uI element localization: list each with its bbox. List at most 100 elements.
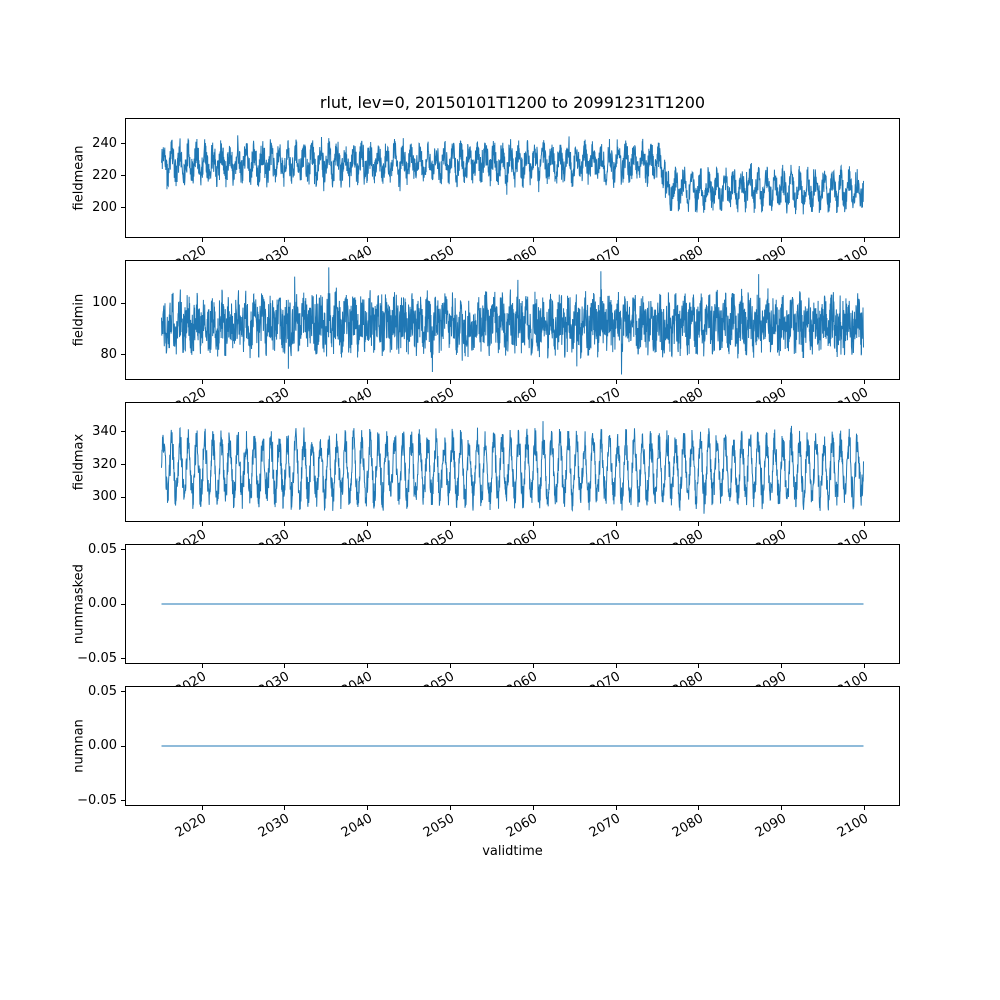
subplot-nummasked: nummasked −0.05 0.00 0.05 2020 2030 2040 2050 2… bbox=[72, 542, 900, 699]
x-tick-mark bbox=[367, 664, 369, 668]
x-tick-mark bbox=[201, 664, 203, 668]
x-tick-mark bbox=[781, 664, 783, 668]
x-tick-mark bbox=[284, 238, 286, 242]
plot-area bbox=[125, 686, 900, 806]
subplot-fieldmean: fieldmean 200 220 240 2020 2030 2040 2050 2060 2… bbox=[72, 118, 900, 273]
x-tick-mark bbox=[449, 664, 451, 668]
x-tick-label: 2070 bbox=[586, 811, 623, 841]
x-tick-label: 2020 bbox=[172, 811, 209, 841]
x-tick-mark bbox=[863, 664, 865, 668]
x-tick-mark bbox=[532, 380, 534, 384]
y-tick-label: 320 bbox=[92, 456, 117, 472]
x-tick-mark bbox=[284, 806, 286, 810]
x-tick-mark bbox=[698, 522, 700, 526]
y-tick-mark bbox=[121, 691, 125, 692]
x-tick-mark bbox=[201, 380, 203, 384]
x-tick-mark bbox=[532, 522, 534, 526]
x-tick-label: 2090 bbox=[752, 811, 789, 841]
plot-area bbox=[125, 402, 900, 522]
y-tick-mark bbox=[121, 431, 125, 433]
y-tick-label: 340 bbox=[92, 423, 117, 439]
y-tick-mark bbox=[121, 302, 125, 304]
line-series bbox=[161, 603, 864, 605]
x-tick-mark bbox=[449, 380, 451, 384]
x-tick-mark bbox=[615, 806, 617, 810]
x-tick-mark bbox=[863, 238, 865, 242]
chart-title: rlut, lev=0, 20150101T1200 to 20991231T1… bbox=[319, 93, 706, 112]
x-tick-mark bbox=[201, 806, 203, 810]
y-tick-mark bbox=[121, 603, 125, 605]
x-tick-mark bbox=[781, 806, 783, 810]
x-tick-mark bbox=[615, 664, 617, 668]
x-tick-mark bbox=[781, 522, 783, 526]
plot-area bbox=[125, 260, 900, 380]
y-tick-mark bbox=[121, 496, 125, 498]
x-tick-label: 2030 bbox=[255, 811, 292, 841]
y-tick-label: −0.05 bbox=[77, 792, 117, 808]
x-tick-label: 2100 bbox=[835, 811, 872, 841]
y-tick-label: 240 bbox=[92, 135, 117, 151]
y-tick-mark bbox=[121, 207, 125, 209]
y-tick-label: 300 bbox=[92, 489, 117, 505]
x-tick-mark bbox=[698, 806, 700, 810]
plot-area bbox=[125, 118, 900, 238]
x-tick-mark bbox=[201, 522, 203, 526]
x-tick-mark bbox=[698, 238, 700, 242]
line-series bbox=[161, 135, 864, 215]
x-tick-mark bbox=[201, 238, 203, 242]
y-tick-label: 80 bbox=[100, 346, 117, 362]
x-tick-mark bbox=[367, 238, 369, 242]
x-tick-label: 2060 bbox=[504, 811, 541, 841]
y-tick-mark bbox=[121, 658, 125, 659]
y-tick-label: 0.05 bbox=[88, 683, 117, 699]
x-tick-mark bbox=[863, 806, 865, 810]
y-tick-label: 100 bbox=[92, 295, 117, 311]
x-tick-mark bbox=[863, 522, 865, 526]
y-tick-mark bbox=[121, 143, 125, 145]
x-tick-mark bbox=[367, 380, 369, 384]
x-tick-mark bbox=[532, 806, 534, 810]
y-tick-mark bbox=[121, 464, 125, 465]
y-tick-label: 220 bbox=[92, 167, 117, 183]
line-series bbox=[161, 745, 864, 747]
x-axis-label: validtime bbox=[482, 844, 543, 859]
x-tick-mark bbox=[449, 522, 451, 526]
y-tick-mark bbox=[121, 800, 125, 801]
x-tick-mark bbox=[698, 664, 700, 668]
y-tick-label: −0.05 bbox=[77, 650, 117, 666]
subplot-numnan: numnan −0.05 0.00 0.05 2020 2030 2040 2050 2060… bbox=[72, 684, 900, 841]
y-tick-mark bbox=[121, 175, 125, 177]
x-tick-mark bbox=[698, 380, 700, 384]
x-tick-mark bbox=[615, 380, 617, 384]
x-tick-mark bbox=[284, 664, 286, 668]
y-tick-label: 0.00 bbox=[88, 738, 117, 753]
y-tick-label: 0.00 bbox=[88, 596, 117, 611]
x-tick-mark bbox=[449, 806, 451, 810]
x-tick-mark bbox=[284, 380, 286, 384]
x-tick-mark bbox=[615, 238, 617, 242]
plot-area bbox=[125, 544, 900, 664]
y-tick-mark bbox=[121, 745, 125, 747]
x-tick-mark bbox=[781, 380, 783, 384]
x-tick-label: 2080 bbox=[669, 811, 706, 841]
subplot-fieldmax: fieldmax 300 320 340 2020 2030 2040 2050 2060 20… bbox=[72, 402, 900, 557]
x-tick-mark bbox=[367, 522, 369, 526]
x-tick-mark bbox=[367, 806, 369, 810]
y-tick-label: 200 bbox=[92, 199, 117, 215]
line-series bbox=[161, 267, 864, 375]
x-tick-mark bbox=[284, 522, 286, 526]
x-tick-label: 2040 bbox=[338, 811, 375, 841]
y-tick-mark bbox=[121, 354, 125, 355]
x-tick-mark bbox=[863, 380, 865, 384]
x-tick-mark bbox=[615, 522, 617, 526]
y-tick-mark bbox=[121, 549, 125, 550]
x-tick-mark bbox=[449, 238, 451, 242]
x-tick-mark bbox=[781, 238, 783, 242]
x-tick-mark bbox=[532, 664, 534, 668]
x-tick-label: 2050 bbox=[421, 811, 458, 841]
line-series bbox=[161, 421, 864, 514]
subplot-fieldmin: fieldmin 80 100 2020 2030 2040 2050 2060 2070 20… bbox=[72, 260, 900, 415]
x-tick-mark bbox=[532, 238, 534, 242]
y-tick-label: 0.05 bbox=[88, 541, 117, 557]
